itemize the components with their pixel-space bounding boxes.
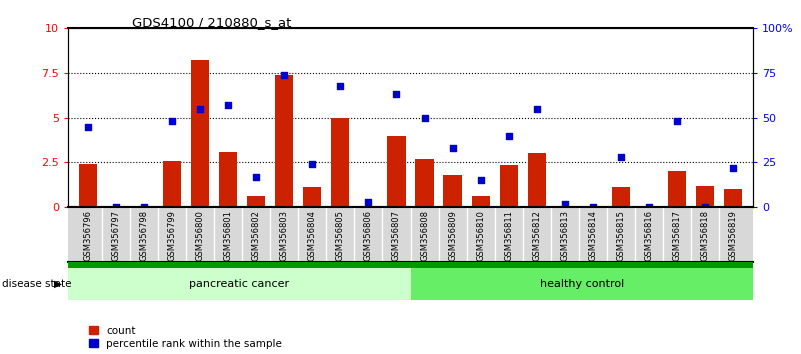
Bar	[388, 136, 405, 207]
Bar	[696, 185, 714, 207]
Bar	[724, 189, 743, 207]
Point	[614, 154, 627, 160]
Bar	[303, 187, 321, 207]
Point	[250, 174, 263, 179]
Point	[362, 199, 375, 205]
Text: GSM356802: GSM356802	[252, 210, 260, 261]
Text: GSM356801: GSM356801	[223, 210, 232, 261]
Text: GSM356805: GSM356805	[336, 210, 345, 261]
Bar	[163, 161, 181, 207]
Bar	[528, 154, 546, 207]
Point	[334, 83, 347, 88]
Point	[642, 204, 655, 210]
Bar	[332, 118, 349, 207]
Text: GSM356815: GSM356815	[617, 210, 626, 261]
Text: GSM356806: GSM356806	[364, 210, 373, 261]
Text: GSM356799: GSM356799	[167, 210, 176, 261]
Point	[166, 119, 179, 124]
Point	[558, 201, 571, 206]
Point	[727, 165, 739, 171]
Text: GSM356800: GSM356800	[195, 210, 204, 261]
Point	[586, 204, 599, 210]
Point	[278, 72, 291, 78]
Point	[110, 204, 123, 210]
Text: GSM356813: GSM356813	[561, 210, 570, 261]
Point	[306, 161, 319, 167]
Legend: count, percentile rank within the sample: count, percentile rank within the sample	[90, 326, 282, 349]
Text: GSM356812: GSM356812	[533, 210, 541, 261]
Text: GSM356810: GSM356810	[476, 210, 485, 261]
Text: GSM356809: GSM356809	[448, 210, 457, 261]
Bar	[472, 196, 489, 207]
Bar	[247, 196, 265, 207]
Text: GSM356803: GSM356803	[280, 210, 288, 261]
Text: GSM356818: GSM356818	[701, 210, 710, 261]
Bar	[78, 164, 97, 207]
Text: ▶: ▶	[54, 279, 62, 289]
Point	[698, 204, 711, 210]
Bar	[219, 152, 237, 207]
Point	[530, 106, 543, 112]
Text: disease state: disease state	[2, 279, 72, 289]
Bar	[668, 171, 686, 207]
Text: GSM356817: GSM356817	[673, 210, 682, 261]
Text: GSM356798: GSM356798	[139, 210, 148, 261]
Bar	[500, 165, 518, 207]
Point	[670, 119, 683, 124]
Point	[138, 204, 151, 210]
Bar	[191, 61, 209, 207]
Bar	[416, 159, 433, 207]
Text: GSM356811: GSM356811	[505, 210, 513, 261]
Point	[474, 177, 487, 183]
Point	[82, 124, 95, 130]
Bar	[444, 175, 461, 207]
Text: GDS4100 / 210880_s_at: GDS4100 / 210880_s_at	[132, 16, 292, 29]
Point	[418, 115, 431, 121]
Text: GSM356804: GSM356804	[308, 210, 316, 261]
Point	[222, 102, 235, 108]
Text: GSM356797: GSM356797	[111, 210, 120, 261]
Point	[390, 92, 403, 97]
Text: GSM356796: GSM356796	[83, 210, 92, 261]
Point	[502, 133, 515, 138]
Point	[194, 106, 207, 112]
Bar	[360, 206, 377, 207]
Text: GSM356814: GSM356814	[589, 210, 598, 261]
Text: GSM356816: GSM356816	[645, 210, 654, 261]
Point	[446, 145, 459, 151]
Text: healthy control: healthy control	[540, 279, 624, 289]
Bar	[275, 75, 293, 207]
Text: GSM356808: GSM356808	[420, 210, 429, 261]
Text: GSM356807: GSM356807	[392, 210, 401, 261]
Bar	[612, 187, 630, 207]
Text: GSM356819: GSM356819	[729, 210, 738, 261]
Text: pancreatic cancer: pancreatic cancer	[189, 279, 289, 289]
